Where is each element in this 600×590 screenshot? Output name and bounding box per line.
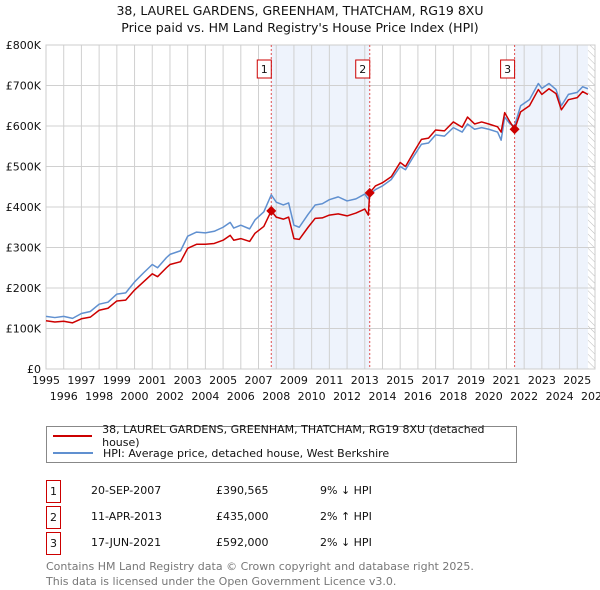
y-tick-label: £600K xyxy=(6,120,42,133)
legend-swatch-blue xyxy=(53,452,93,454)
sale-label: 2 xyxy=(359,63,366,76)
transaction-hpi-diff: 2% ↑ HPI xyxy=(320,510,372,523)
legend-item-hpi: HPI: Average price, detached house, West… xyxy=(53,445,389,461)
x-tick-label: 2010 xyxy=(298,390,326,403)
y-tick-label: £300K xyxy=(6,242,42,255)
transaction-date: 20-SEP-2007 xyxy=(91,484,162,497)
y-tick-label: £0 xyxy=(27,363,41,376)
x-tick-label: 2024 xyxy=(546,390,574,403)
x-tick-label: 2013 xyxy=(351,374,379,387)
y-tick-label: £500K xyxy=(6,161,42,174)
x-tick-label: 2023 xyxy=(528,374,556,387)
transaction-price: £435,000 xyxy=(216,510,269,523)
sale-label-box xyxy=(355,59,371,79)
x-tick-label: 2025 xyxy=(563,374,591,387)
sale-label: 1 xyxy=(261,63,268,76)
y-tick-label: £100K xyxy=(6,323,42,336)
transaction-hpi-diff: 9% ↓ HPI xyxy=(320,484,372,497)
x-tick-label: 1999 xyxy=(103,374,131,387)
sale-label-box xyxy=(256,59,272,79)
x-tick-label: 2018 xyxy=(439,390,467,403)
legend: 38, LAUREL GARDENS, GREENHAM, THATCHAM, … xyxy=(46,423,517,463)
property-price-line xyxy=(45,87,589,324)
transaction-date: 11-APR-2013 xyxy=(91,510,163,523)
x-tick-label: 2006 xyxy=(227,390,255,403)
x-tick-label: 2004 xyxy=(191,390,219,403)
y-tick-label: £400K xyxy=(6,201,42,214)
y-tick-label: £200K xyxy=(6,282,42,295)
x-tick-label: 2008 xyxy=(262,390,290,403)
x-tick-label: 1997 xyxy=(67,374,95,387)
x-tick-label: 1998 xyxy=(85,390,113,403)
sale-label-box xyxy=(500,59,516,79)
x-tick-label: 2002 xyxy=(156,390,184,403)
x-tick-label: 2009 xyxy=(280,374,308,387)
transaction-row: 3 17-JUN-2021 £592,000 2% ↓ HPI xyxy=(46,532,546,555)
y-tick-label: £800K xyxy=(6,39,42,52)
transaction-number: 1 xyxy=(46,480,61,503)
x-tick-label: 2026 xyxy=(581,390,600,403)
x-tick-label: 1996 xyxy=(50,390,78,403)
transaction-number: 3 xyxy=(46,532,61,555)
x-tick-label: 2019 xyxy=(457,374,485,387)
plot-border xyxy=(45,44,596,370)
x-tick-label: 2003 xyxy=(174,374,202,387)
sale-point xyxy=(266,205,277,216)
x-tick-label: 2016 xyxy=(404,390,432,403)
x-tick-label: 2007 xyxy=(245,374,273,387)
legend-item-property: 38, LAUREL GARDENS, GREENHAM, THATCHAM, … xyxy=(53,423,516,449)
chart-title: 38, LAUREL GARDENS, GREENHAM, THATCHAM, … xyxy=(116,3,484,18)
transaction-row: 2 11-APR-2013 £435,000 2% ↑ HPI xyxy=(46,506,546,529)
x-tick-label: 2014 xyxy=(368,390,396,403)
x-tick-label: 2020 xyxy=(475,390,503,403)
sale-point xyxy=(509,124,520,135)
legend-label-hpi: HPI: Average price, detached house, West… xyxy=(103,446,390,460)
legend-label-property: 38, LAUREL GARDENS, GREENHAM, THATCHAM, … xyxy=(102,423,485,449)
price-chart: 1995 1996 1997 1998 1999 2000 2001 2002 2003 2004… xyxy=(6,39,600,403)
transaction-hpi-diff: 2% ↓ HPI xyxy=(320,536,372,549)
x-tick-label: 2017 xyxy=(422,374,450,387)
x-tick-label: 2012 xyxy=(333,390,361,403)
transaction-row: 1 20-SEP-2007 £390,565 9% ↓ HPI xyxy=(46,480,546,503)
y-tick-label: £700K xyxy=(6,80,42,93)
x-tick-label: 2011 xyxy=(315,374,343,387)
footer-licence: This data is licensed under the Open Gov… xyxy=(46,575,397,588)
x-tick-label: 2005 xyxy=(209,374,237,387)
hpi-line xyxy=(45,82,589,320)
chart-subtitle: Price paid vs. HM Land Registry's House … xyxy=(121,20,479,35)
sale-label: 3 xyxy=(504,63,511,76)
transaction-price: £390,565 xyxy=(216,484,269,497)
x-tick-label: 2021 xyxy=(492,374,520,387)
sale-point xyxy=(364,187,375,198)
transaction-date: 17-JUN-2021 xyxy=(91,536,162,549)
footer-copyright: Contains HM Land Registry data © Crown c… xyxy=(46,560,474,573)
x-tick-label: 2015 xyxy=(386,374,414,387)
x-tick-label: 1995 xyxy=(32,374,60,387)
legend-swatch-red xyxy=(53,435,93,437)
transaction-price: £592,000 xyxy=(216,536,269,549)
transaction-number: 2 xyxy=(46,506,61,529)
x-tick-label: 2000 xyxy=(121,390,149,403)
x-tick-label: 2001 xyxy=(138,374,166,387)
x-tick-label: 2022 xyxy=(510,390,538,403)
